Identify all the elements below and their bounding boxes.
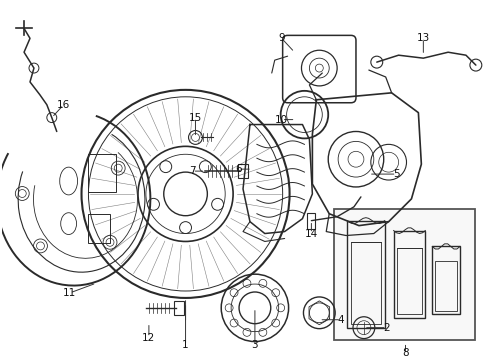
Bar [307, 213, 316, 229]
Text: 4: 4 [338, 315, 344, 325]
Text: 2: 2 [383, 323, 390, 333]
Text: 16: 16 [57, 100, 70, 110]
Bar [173, 301, 184, 315]
Text: 11: 11 [63, 288, 76, 298]
Text: 13: 13 [416, 33, 430, 43]
Bar [89, 214, 110, 243]
Bar [89, 154, 116, 192]
Bar [435, 261, 457, 311]
Bar [396, 248, 422, 314]
Text: 5: 5 [393, 169, 400, 179]
Text: 12: 12 [142, 333, 155, 343]
Bar [432, 246, 460, 314]
Text: 10: 10 [275, 114, 288, 125]
Text: 14: 14 [305, 229, 318, 239]
Text: 8: 8 [402, 348, 409, 359]
Bar [351, 242, 381, 324]
Text: 6: 6 [235, 164, 242, 174]
Bar [347, 221, 385, 328]
Text: 7: 7 [189, 166, 196, 176]
Bar [334, 209, 475, 339]
Text: 3: 3 [251, 341, 258, 351]
Text: 1: 1 [182, 341, 189, 351]
Text: 9: 9 [278, 33, 285, 43]
Bar [238, 164, 248, 178]
Text: 15: 15 [189, 113, 202, 123]
Bar [393, 230, 425, 318]
